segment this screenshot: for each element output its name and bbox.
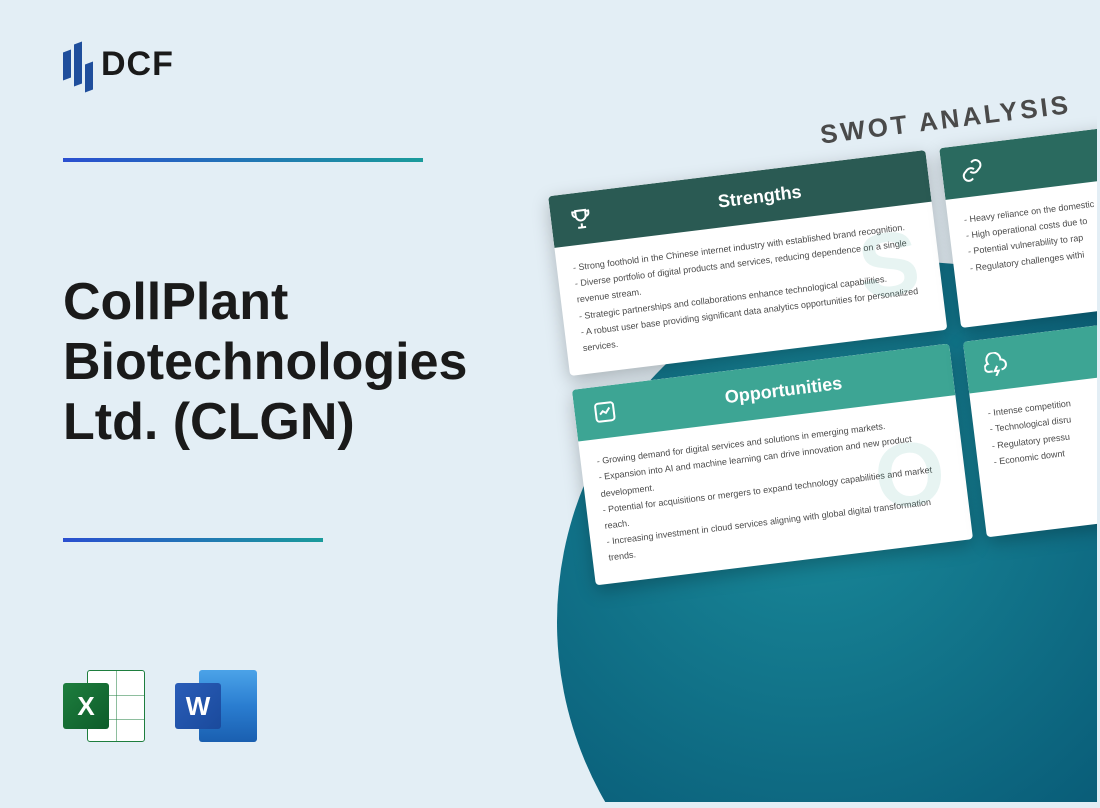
page-title: CollPlant Biotechnologies Ltd. (CLGN) (63, 273, 513, 452)
swot-grid: Strengths - Strong foothold in the Chine… (548, 118, 1097, 586)
trophy-icon (565, 203, 596, 234)
storm-icon (980, 349, 1011, 380)
swot-weaknesses-card: - Heavy reliance on the domestic - High … (939, 119, 1097, 328)
file-icons: X W (63, 665, 257, 747)
chart-line-icon (589, 397, 620, 428)
word-icon: W (175, 665, 257, 747)
logo-bars-icon (63, 43, 93, 85)
swot-threats-card: - Intense competition - Technological di… (963, 313, 1097, 538)
swot-strengths-card: Strengths - Strong foothold in the Chine… (548, 150, 947, 376)
excel-icon: X (63, 665, 145, 747)
word-badge: W (175, 683, 221, 729)
logo-text: DCF (101, 45, 174, 84)
excel-badge: X (63, 683, 109, 729)
link-icon (956, 155, 987, 186)
logo: DCF (63, 43, 174, 85)
divider-top (63, 158, 423, 162)
swot-analysis: SWOT ANALYSIS Strengths - Strong foothol… (543, 76, 1097, 586)
divider-bottom (63, 538, 323, 542)
infographic-canvas: DCF CollPlant Biotechnologies Ltd. (CLGN… (3, 3, 1097, 802)
